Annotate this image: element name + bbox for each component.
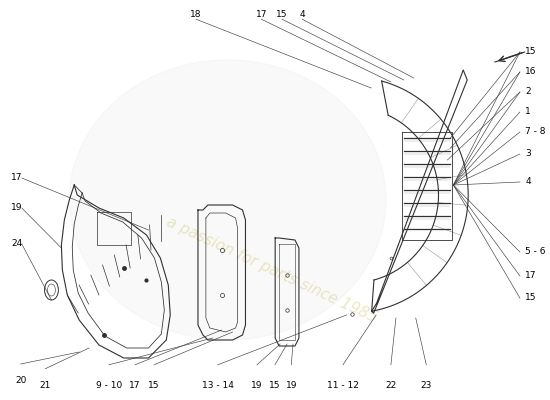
Text: 9 - 10: 9 - 10 [96,381,122,390]
Text: 16: 16 [525,68,537,76]
Text: 15: 15 [525,48,537,56]
Text: 17: 17 [256,10,267,19]
Text: 20: 20 [15,376,26,385]
Text: 19: 19 [251,381,263,390]
Text: 15: 15 [276,10,288,19]
Text: 17: 17 [11,174,23,182]
Text: 18: 18 [190,10,202,19]
Text: 11 - 12: 11 - 12 [327,381,359,390]
Text: 3: 3 [525,150,531,158]
Text: 13 - 14: 13 - 14 [202,381,234,390]
Text: 21: 21 [40,381,51,390]
Text: 24: 24 [11,240,22,248]
Text: a passion for parts since 1985: a passion for parts since 1985 [164,214,380,326]
Text: 1: 1 [525,108,531,116]
Text: 15: 15 [269,381,280,390]
Text: 2: 2 [525,88,531,96]
Text: 17: 17 [525,272,537,280]
Text: 15: 15 [148,381,160,390]
Text: 5 - 6: 5 - 6 [525,248,546,256]
Text: 22: 22 [385,381,397,390]
Text: 17: 17 [129,381,141,390]
Text: 4: 4 [525,178,531,186]
Text: 19: 19 [285,381,297,390]
Text: 19: 19 [11,204,23,212]
Polygon shape [69,60,386,340]
Text: 7 - 8: 7 - 8 [525,128,546,136]
Text: 4: 4 [299,10,305,19]
Text: 23: 23 [421,381,432,390]
Text: 15: 15 [525,294,537,302]
